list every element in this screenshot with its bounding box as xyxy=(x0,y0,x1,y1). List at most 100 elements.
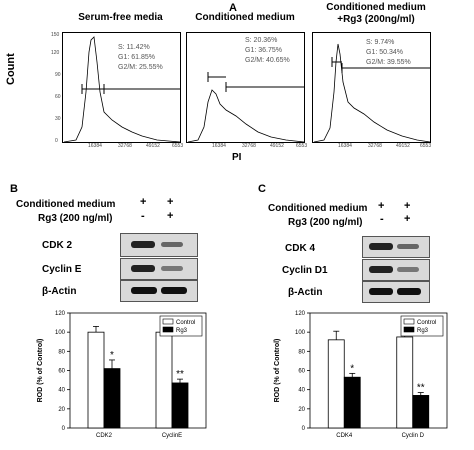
chart-c-ytick-label-0: 0 xyxy=(302,426,306,432)
hist2-stat-g2m: G2/M: 40.65% xyxy=(245,57,290,64)
hist3-title-line2: +Rg3 (200ng/ml) xyxy=(337,14,415,25)
panel-c-treatment-2-lane-2: + xyxy=(404,213,411,225)
hist1-stat-g2m: G2/M: 25.55% xyxy=(118,64,163,71)
panel-b-treatment-1-lane-2: + xyxy=(167,196,174,208)
chart-b-bar-rg3-1 xyxy=(171,382,189,429)
chart-c-category-1: Cyclin D xyxy=(402,433,425,439)
panel-b-treatment-1-lane-1: + xyxy=(140,196,147,208)
chart-c-significance-0: * xyxy=(350,363,354,374)
hist2-title: Conditioned medium xyxy=(195,12,295,23)
histogram-3-plot xyxy=(312,32,431,143)
chart-b-ytick-label-6: 120 xyxy=(55,311,66,317)
hist1-xtick-4: 6553 xyxy=(172,143,184,149)
chart-b-category-1: CyclinE xyxy=(162,433,182,439)
blot-c-actin-band-2 xyxy=(397,288,421,295)
bar-chart-c-svg: 0 20 40 60 80 100 120 ROD (% of Control) * CDK4 **… xyxy=(274,311,448,439)
panel-b-treatment-2-lane-1: - xyxy=(141,210,145,222)
panel-b-letter: B xyxy=(10,183,18,195)
blot-b-actin xyxy=(120,280,198,302)
blot-c-label-2: Cyclin D1 xyxy=(282,265,328,276)
chart-c-bar-control-0 xyxy=(327,339,345,429)
chart-b-ytick-label-5: 100 xyxy=(55,330,66,336)
histogram-2-plot xyxy=(186,32,305,143)
hist2-xtick-3: 49152 xyxy=(270,143,284,149)
blot-b-cdk2-band-2 xyxy=(161,242,183,247)
chart-b-ytick-label-2: 40 xyxy=(58,388,65,394)
blot-b-cyclin-e xyxy=(120,258,198,280)
blot-c-cyclin-d1 xyxy=(362,259,430,281)
chart-c-ytick-label-2: 40 xyxy=(298,388,305,394)
hist-ytick-90: 90 xyxy=(55,72,61,78)
hist2-xtick-2: 32768 xyxy=(242,143,256,149)
blot-b-label-2: Cyclin E xyxy=(42,264,82,275)
hist-ytick-60: 60 xyxy=(55,94,61,100)
chart-b-category-0: CDK2 xyxy=(96,433,113,439)
panel-c-treatment-2-label: Rg3 (200 ng/ml) xyxy=(288,217,363,228)
chart-b-legend-swatch-0 xyxy=(162,318,174,325)
blot-b-cyclin-e-band-2 xyxy=(161,266,183,271)
hist3-title-line1: Conditioned medium xyxy=(326,2,426,13)
histogram-2 xyxy=(186,32,306,152)
hist-ytick-0: 0 xyxy=(55,138,58,144)
chart-b-ylabel: ROD (% of Control) xyxy=(37,339,44,403)
chart-c-legend-label-0: Control xyxy=(417,320,436,326)
chart-c-legend-swatch-1 xyxy=(403,326,415,333)
hist3-xtick-2: 32768 xyxy=(368,143,382,149)
hist1-stat-s: S: 11.42% xyxy=(118,44,150,51)
blot-b-actin-band-1 xyxy=(131,287,157,294)
bar-chart-b-svg: 0 20 40 60 80 100 120 ROD (% of Control) * CDK2 **… xyxy=(37,311,207,439)
chart-b-legend-label-0: Control xyxy=(176,320,195,326)
blot-b-label-3: β-Actin xyxy=(42,286,77,297)
chart-c-bar-rg3-0 xyxy=(343,376,361,429)
panel-a-y-label: Count xyxy=(5,53,17,85)
panel-b-treatment-1-label: Conditioned medium xyxy=(16,199,116,210)
panel-b-treatment-2-label: Rg3 (200 ng/ml) xyxy=(38,213,113,224)
blot-c-cyclin-d1-band-2 xyxy=(397,267,419,272)
chart-b-ytick-label-0: 0 xyxy=(62,426,66,432)
hist3-xtick-4: 6553 xyxy=(420,143,432,149)
blot-b-cyclin-e-band-1 xyxy=(131,265,155,272)
blot-c-actin-band-1 xyxy=(369,288,393,295)
hist3-xtick-1: 16384 xyxy=(338,143,352,149)
chart-c-ytick-label-5: 100 xyxy=(295,330,306,336)
chart-b-ytick-label-3: 60 xyxy=(58,369,65,375)
hist2-stat-g1: G1: 36.75% xyxy=(245,47,282,54)
panel-a-letter: A xyxy=(229,2,237,14)
histogram-1-plot xyxy=(62,32,181,143)
hist3-stat-g2m: G2/M: 39.55% xyxy=(366,59,411,66)
blot-b-actin-band-2 xyxy=(161,287,187,294)
hist1-stat-g1: G1: 61.85% xyxy=(118,54,155,61)
hist-ytick-120: 120 xyxy=(51,50,60,56)
chart-b-legend-label-1: Rg3 xyxy=(176,328,188,334)
chart-c-bar-rg3-1 xyxy=(412,395,430,429)
chart-b-bar-rg3-0 xyxy=(103,368,121,429)
bar-chart-c: 0 20 40 60 80 100 120 ROD (% of Control) * CDK4 **… xyxy=(265,305,470,450)
blot-b-cdk2-band-1 xyxy=(131,241,155,248)
chart-c-category-0: CDK4 xyxy=(336,433,353,439)
chart-b-significance-0: * xyxy=(110,350,114,361)
blot-c-label-1: CDK 4 xyxy=(285,243,316,254)
chart-c-ytick-label-3: 60 xyxy=(298,369,305,375)
blot-c-cdk4 xyxy=(362,236,430,258)
blot-b-cdk2 xyxy=(120,233,198,257)
blot-c-cyclin-d1-band-1 xyxy=(369,266,393,273)
hist3-stat-g1: G1: 50.34% xyxy=(366,49,403,56)
hist-ytick-30: 30 xyxy=(55,116,61,122)
chart-c-ylabel: ROD (% of Control) xyxy=(274,339,281,403)
panel-c-treatment-2-lane-1: - xyxy=(380,213,384,225)
chart-c-legend-label-1: Rg3 xyxy=(417,328,429,334)
panel-a-x-label: PI xyxy=(232,152,242,163)
hist2-xtick-1: 16384 xyxy=(212,143,226,149)
panel-c-treatment-1-lane-1: + xyxy=(378,200,385,212)
histogram-1 xyxy=(62,32,182,152)
chart-c-ytick-label-4: 80 xyxy=(298,349,305,355)
panel-c-treatment-1-label: Conditioned medium xyxy=(268,203,368,214)
chart-c-significance-1: ** xyxy=(417,383,425,394)
blot-c-cdk4-band-2 xyxy=(397,244,419,249)
hist2-stat-s: S: 20.36% xyxy=(245,37,278,44)
chart-c-legend-swatch-0 xyxy=(403,318,415,325)
panel-b-treatment-2-lane-2: + xyxy=(167,210,174,222)
chart-b-bar-control-1 xyxy=(155,331,173,429)
chart-b-ytick-label-4: 80 xyxy=(58,349,65,355)
hist3-stat-s: S: 9.74% xyxy=(366,39,395,46)
